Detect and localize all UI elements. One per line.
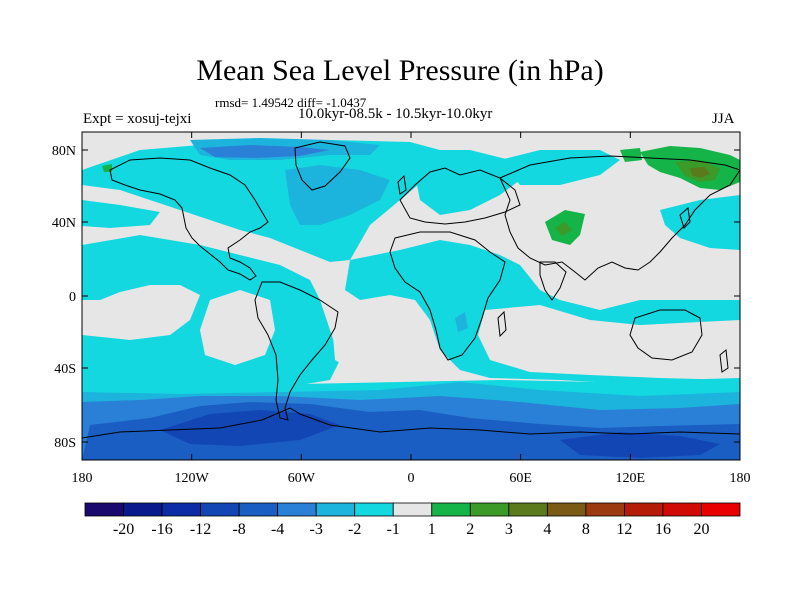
colorbar-swatch [469, 502, 510, 517]
field-arctic-m3 [200, 145, 330, 158]
coastlines [82, 141, 740, 439]
field-tibet-p2 [555, 222, 572, 236]
colorbar-swatch [200, 502, 240, 517]
colorbar-swatch [546, 502, 587, 517]
colorbar-label: -2 [348, 521, 361, 538]
coastline-new-zealand [719, 349, 729, 373]
field-north-pacific-west-m1 [82, 200, 160, 228]
coastline-antarctica [82, 407, 740, 439]
lat-tick-label: 40S [54, 362, 76, 377]
colorbar-label: 3 [505, 521, 513, 538]
coastline-australia [629, 309, 703, 361]
lon-tick-label: 60W [288, 471, 316, 486]
colorbar-swatch [238, 502, 279, 517]
lon-tick-label: 120W [175, 471, 210, 486]
field-siberia-p3 [690, 167, 710, 178]
colorbar-swatch [315, 502, 356, 517]
colorbar-label: -8 [232, 521, 245, 538]
colorbar-swatch [123, 502, 163, 517]
colorbar-label: -1 [387, 521, 400, 538]
field-southern-m8-b [560, 432, 720, 458]
pressure-field [82, 132, 740, 460]
lat-tick-label: 80S [54, 436, 76, 451]
colorbar-label: 4 [543, 521, 551, 538]
coastline-africa [389, 231, 506, 361]
colorbar-label: -4 [271, 521, 284, 538]
colorbar-swatch [624, 502, 664, 517]
field-africa-m2 [455, 312, 468, 332]
colorbar-swatch [392, 502, 433, 517]
colorbar-swatch [508, 502, 548, 517]
lat-tick-label: 40N [52, 216, 76, 231]
field-north-pacific-m1 [660, 195, 740, 250]
season-label: JJA [712, 111, 735, 127]
field-north-atlantic-m2 [285, 165, 390, 225]
coastline-madagascar [497, 310, 507, 338]
coastline-asia [499, 155, 740, 281]
lon-tick-label: 0 [408, 471, 415, 486]
lat-tick-label: 0 [69, 290, 76, 305]
field-siberia-m1 [500, 150, 620, 185]
colorbar-label: -20 [113, 521, 134, 538]
lat-tick-label: 80N [52, 144, 76, 159]
field-arctic-p1 [620, 148, 642, 162]
colorbar-swatch [662, 502, 702, 517]
rmsd-diff-stats: rmsd= 1.49542 diff= -1.0437 [215, 95, 367, 110]
colorbar-swatch [701, 502, 741, 517]
field-south-atlantic-neutral [330, 300, 430, 375]
colorbar: -20 -16 -12 -8 -4 -3 -2 -1 1 2 3 4 8 12 16 20 [84, 502, 741, 538]
coastline-south-america [254, 281, 339, 421]
coastline-japan [679, 207, 691, 229]
field-southern-m8 [160, 410, 340, 446]
colorbar-label: 12 [616, 521, 632, 538]
chart-title: Mean Sea Level Pressure (in hPa) [196, 54, 604, 87]
colorbar-swatch [277, 502, 317, 517]
colorbar-swatch [354, 502, 394, 517]
colorbar-label: 20 [693, 521, 709, 538]
colorbar-label: 2 [466, 521, 474, 538]
colorbar-label: 8 [582, 521, 590, 538]
coastline-uk [397, 174, 407, 195]
colorbar-swatch [84, 502, 124, 517]
experiment-label: Expt = xosuj-tejxi [83, 111, 192, 127]
lon-tick-label: 180 [72, 471, 93, 486]
longitude-axis: 180 120W 60W 0 60E 120E 180 [72, 132, 751, 486]
field-indian-neutral [478, 305, 740, 380]
coastline-europe [399, 167, 521, 225]
coastline-greenland [294, 141, 351, 191]
colorbar-swatch [431, 502, 471, 517]
lon-tick-label: 120E [616, 471, 646, 486]
coastline-india [539, 261, 567, 301]
colorbar-label: -12 [190, 521, 211, 538]
colorbar-label: -16 [151, 521, 172, 538]
lon-tick-label: 60E [509, 471, 532, 486]
latitude-axis: 80N 40N 0 40S 80S [52, 144, 740, 451]
colorbar-label: 1 [428, 521, 436, 538]
lon-tick-label: 180 [730, 471, 751, 486]
colorbar-swatch [585, 502, 625, 517]
field-eurasia-m1 [415, 150, 520, 215]
colorbar-label: 16 [655, 521, 671, 538]
colorbar-label: -3 [310, 521, 323, 538]
coastline-north-america [109, 157, 269, 281]
period-label: 10.0kyr-08.5k - 10.5kyr-10.0kyr [298, 106, 493, 122]
colorbar-swatch [161, 502, 201, 517]
